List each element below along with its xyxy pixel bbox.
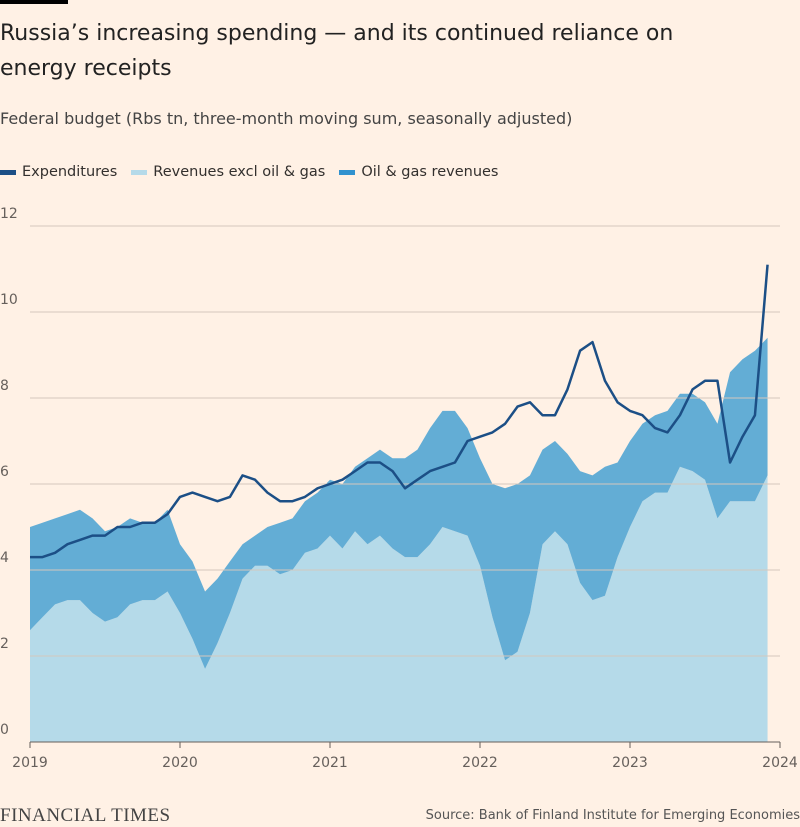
legend-swatch — [339, 169, 356, 175]
legend-item: Oil & gas revenues — [339, 164, 498, 180]
source: Source: Bank of Finland Institute for Em… — [425, 808, 800, 823]
y-tick-label: 4 — [0, 550, 9, 566]
logo: FINANCIAL TIMES — [0, 805, 171, 826]
areas — [30, 337, 768, 742]
area — [30, 466, 768, 742]
line — [30, 264, 769, 559]
x-tick-label: 2019 — [12, 755, 48, 771]
y-tick-label: 2 — [0, 636, 9, 652]
x-tick-label: 2022 — [462, 755, 498, 771]
legend-item: Expenditures — [0, 164, 117, 180]
y-tick-label: 8 — [0, 378, 9, 394]
brand-bar — [0, 0, 68, 4]
legend-item: Revenues excl oil & gas — [131, 164, 325, 180]
x-tick-label: 2023 — [612, 755, 648, 771]
legend-label: Revenues excl oil & gas — [153, 164, 326, 180]
chart-subtitle: Federal budget (Rbs tn, three-month movi… — [0, 109, 573, 128]
legend-label: Expenditures — [22, 164, 118, 180]
legend: Expenditures Revenues excl oil & gas Oil &… — [0, 164, 498, 180]
legend-label: Oil & gas revenues — [361, 164, 499, 180]
x-tick-label: 2024 — [762, 755, 798, 771]
legend-swatch — [131, 169, 148, 175]
x-tick-label: 2021 — [312, 755, 348, 771]
legend-swatch — [0, 169, 16, 175]
y-tick-label: 10 — [0, 292, 18, 308]
x-tick-label: 2020 — [162, 755, 198, 771]
y-tick-label: 6 — [0, 464, 9, 480]
area — [30, 337, 768, 669]
y-tick-label: 12 — [0, 206, 18, 222]
y-tick-label: 0 — [0, 722, 9, 738]
chart-title: Russia’s increasing spending — and its c… — [0, 21, 674, 81]
chart: 0 2 4 6 8 10 12 2019 2020 2021 2022 2023 2024 — [0, 206, 798, 771]
